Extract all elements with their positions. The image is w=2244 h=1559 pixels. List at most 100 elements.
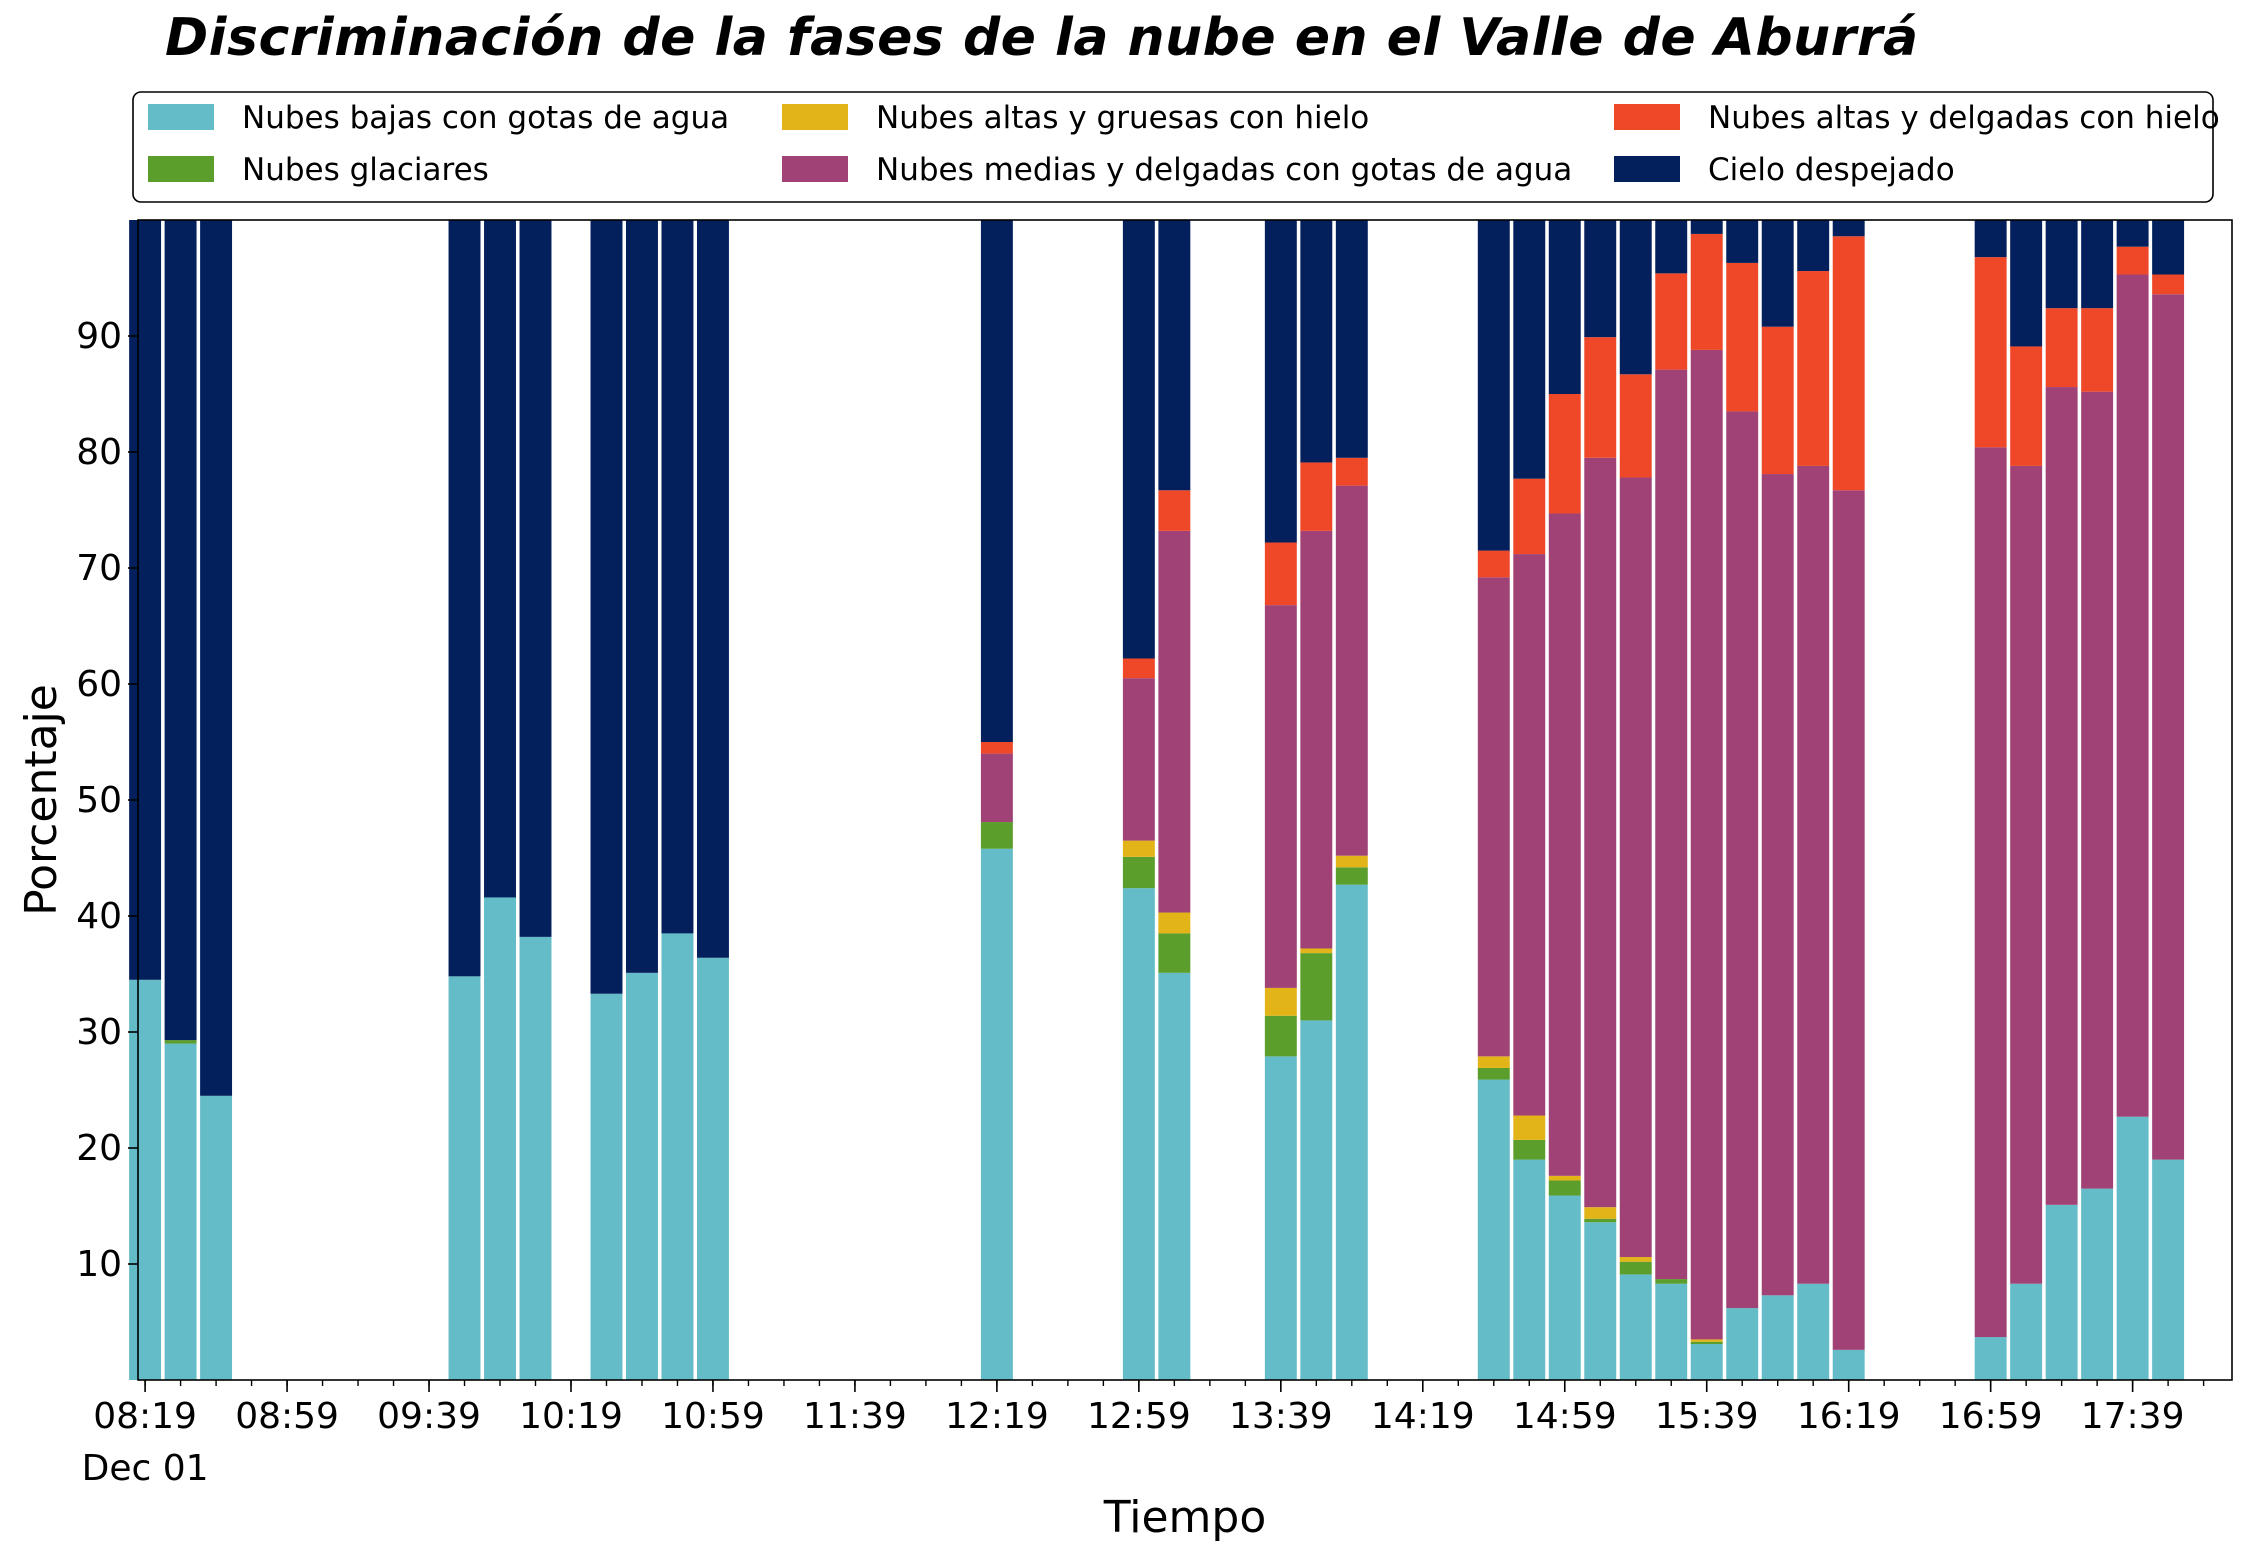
- bar-segment-nubes-bajas-con-gotas-de-agua: [2081, 1188, 2114, 1380]
- bar-segment-cielo-despejado: [519, 220, 552, 937]
- bar-segment-cielo-despejado: [696, 220, 729, 958]
- bar-segment-cielo-despejado: [1477, 220, 1510, 551]
- legend-label: Nubes glaciares: [242, 152, 489, 188]
- bar-segment-nubes-bajas-con-gotas-de-agua: [661, 933, 694, 1380]
- bar-segment-nubes-medias-y-delgadas-con-gotas-de-agua: [1974, 447, 2007, 1338]
- bar-segment-nubes-medias-y-delgadas-con-gotas-de-agua: [1690, 349, 1723, 1340]
- bar-segment-nubes-altas-y-gruesas-con-hielo: [1335, 855, 1368, 868]
- bar-segment-nubes-altas-y-delgadas-con-hielo: [1974, 257, 2007, 448]
- x-tick-label: 12:19: [945, 1396, 1049, 1437]
- bar-segment-nubes-bajas-con-gotas-de-agua: [696, 957, 729, 1380]
- bar-segment-cielo-despejado: [2116, 220, 2149, 247]
- bar-segment-nubes-altas-y-delgadas-con-hielo: [1122, 658, 1155, 679]
- bar-segment-nubes-medias-y-delgadas-con-gotas-de-agua: [2045, 387, 2078, 1205]
- bar-segment-nubes-bajas-con-gotas-de-agua: [1548, 1195, 1581, 1380]
- bar-segment-nubes-glaciares: [1122, 856, 1155, 889]
- bar-segment-cielo-despejado: [1690, 220, 1723, 234]
- bar-segment-nubes-medias-y-delgadas-con-gotas-de-agua: [1761, 474, 1794, 1296]
- y-tick-label: 10: [76, 1244, 122, 1285]
- bar-segment-nubes-altas-y-delgadas-con-hielo: [1477, 550, 1510, 578]
- chart-title: Discriminación de la fases de la nube en…: [165, 8, 1919, 68]
- bar-stack: [129, 220, 162, 1380]
- legend-swatch: [1614, 104, 1680, 130]
- bar-segment-nubes-altas-y-delgadas-con-hielo: [1690, 233, 1723, 350]
- bar-segment-nubes-altas-y-delgadas-con-hielo: [1619, 374, 1652, 478]
- bar-segment-nubes-altas-y-delgadas-con-hielo: [980, 742, 1013, 754]
- bar-segment-nubes-altas-y-gruesas-con-hielo: [1264, 987, 1297, 1016]
- bar-stack: [519, 220, 552, 1380]
- legend: Nubes bajas con gotas de agua Nubes altas…: [132, 91, 2220, 203]
- y-axis-label: Porcentaje: [16, 684, 67, 916]
- bar-segment-nubes-altas-y-gruesas-con-hielo: [1619, 1257, 1652, 1262]
- legend-item-nubes-glaciares: Nubes glaciares: [148, 152, 489, 188]
- bar-stack: [1690, 220, 1723, 1380]
- bar-segment-cielo-despejado: [2010, 220, 2043, 347]
- bar-segment-nubes-medias-y-delgadas-con-gotas-de-agua: [1264, 605, 1297, 988]
- bar-stack: [1122, 220, 1155, 1380]
- bar-segment-nubes-altas-y-delgadas-con-hielo: [1761, 326, 1794, 475]
- x-tick-label: 10:19: [519, 1396, 623, 1437]
- bar-segment-nubes-glaciares: [1158, 933, 1191, 973]
- bar-segment-nubes-altas-y-delgadas-con-hielo: [1832, 236, 1865, 491]
- bar-segment-nubes-altas-y-delgadas-con-hielo: [2010, 346, 2043, 466]
- bar-segment-cielo-despejado: [1655, 220, 1688, 274]
- bar-segment-cielo-despejado: [661, 220, 694, 934]
- bar-segment-nubes-glaciares: [164, 1040, 197, 1044]
- bar-segment-nubes-bajas-con-gotas-de-agua: [1477, 1079, 1510, 1380]
- x-tick-label: 12:59: [1087, 1396, 1191, 1437]
- bar-segment-cielo-despejado: [1300, 220, 1333, 463]
- bar-segment-nubes-glaciares: [1690, 1341, 1723, 1345]
- bar-segment-nubes-altas-y-delgadas-con-hielo: [1513, 478, 1546, 555]
- bar-segment-nubes-bajas-con-gotas-de-agua: [1264, 1056, 1297, 1380]
- x-tick-label: 10:59: [661, 1396, 765, 1437]
- bar-segment-nubes-altas-y-delgadas-con-hielo: [1655, 273, 1688, 370]
- bar-segment-nubes-medias-y-delgadas-con-gotas-de-agua: [1655, 369, 1688, 1280]
- bar-segment-nubes-medias-y-delgadas-con-gotas-de-agua: [2116, 274, 2149, 1117]
- y-tick-label: 60: [76, 664, 122, 705]
- bar-segment-nubes-altas-y-delgadas-con-hielo: [2152, 274, 2185, 295]
- bar-segment-nubes-glaciares: [980, 822, 1013, 849]
- bar-segment-nubes-altas-y-delgadas-con-hielo: [1584, 337, 1617, 458]
- bar-segment-cielo-despejado: [1548, 220, 1581, 394]
- bar-segment-nubes-altas-y-delgadas-con-hielo: [1335, 457, 1368, 486]
- bar-segment-nubes-altas-y-gruesas-con-hielo: [1300, 948, 1333, 954]
- legend-label: Nubes altas y delgadas con hielo: [1708, 100, 2220, 136]
- bar-segment-cielo-despejado: [2045, 220, 2078, 309]
- bar-segment-cielo-despejado: [1797, 220, 1830, 272]
- y-tick-label: 40: [76, 896, 122, 937]
- bar-segment-cielo-despejado: [626, 220, 658, 973]
- bar-segment-nubes-altas-y-delgadas-con-hielo: [1797, 271, 1830, 466]
- bar-segment-nubes-bajas-con-gotas-de-agua: [1122, 888, 1155, 1380]
- bar-segment-nubes-medias-y-delgadas-con-gotas-de-agua: [2010, 465, 2043, 1284]
- y-tick-label: 20: [76, 1128, 122, 1169]
- bar-segment-cielo-despejado: [1832, 220, 1865, 237]
- bar-segment-nubes-bajas-con-gotas-de-agua: [2010, 1283, 2043, 1380]
- bar-segment-nubes-altas-y-gruesas-con-hielo: [1690, 1339, 1723, 1342]
- bar-segment-cielo-despejado: [1335, 220, 1368, 458]
- y-tick-label: 30: [76, 1012, 122, 1053]
- bar-stack: [200, 220, 233, 1380]
- x-tick-label: 13:39: [1229, 1396, 1333, 1437]
- bar-segment-cielo-despejado: [1122, 220, 1155, 659]
- legend-box: [132, 91, 2214, 203]
- bar-stack: [2116, 220, 2149, 1380]
- bar-segment-nubes-bajas-con-gotas-de-agua: [1158, 972, 1191, 1380]
- bar-segment-nubes-altas-y-delgadas-con-hielo: [1726, 262, 1759, 412]
- bar-segment-nubes-bajas-con-gotas-de-agua: [1761, 1295, 1794, 1380]
- bar-segment-nubes-altas-y-delgadas-con-hielo: [2081, 308, 2114, 392]
- bar-segment-nubes-bajas-con-gotas-de-agua: [200, 1095, 233, 1380]
- bar-segment-nubes-bajas-con-gotas-de-agua: [2116, 1116, 2149, 1380]
- bar-segment-nubes-medias-y-delgadas-con-gotas-de-agua: [1619, 477, 1652, 1258]
- bar-stack: [2045, 220, 2078, 1380]
- bar-segment-nubes-altas-y-delgadas-con-hielo: [2045, 308, 2078, 388]
- bar-segment-nubes-altas-y-gruesas-con-hielo: [1584, 1207, 1617, 1219]
- bar-segment-cielo-despejado: [448, 220, 481, 977]
- bar-segment-nubes-medias-y-delgadas-con-gotas-de-agua: [1548, 513, 1581, 1176]
- bar-segment-nubes-bajas-con-gotas-de-agua: [980, 848, 1013, 1380]
- bar-segment-nubes-medias-y-delgadas-con-gotas-de-agua: [1335, 485, 1368, 856]
- bar-segment-nubes-bajas-con-gotas-de-agua: [1655, 1283, 1688, 1380]
- x-tick-label: 09:39: [377, 1396, 481, 1437]
- bar-segment-cielo-despejado: [1619, 220, 1652, 375]
- bar-segment-nubes-glaciares: [1619, 1261, 1652, 1275]
